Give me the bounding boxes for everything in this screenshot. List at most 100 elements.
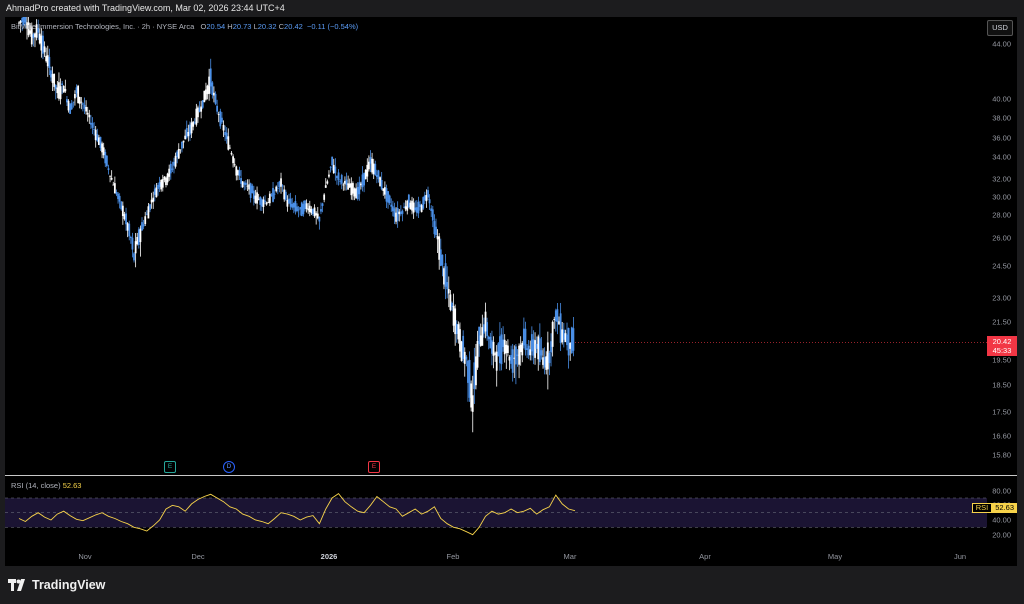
dividend-event-icon[interactable]: D: [223, 461, 235, 473]
candle-body: [422, 197, 425, 209]
candle-body: [409, 202, 412, 210]
candle-body: [115, 191, 118, 195]
candle-body: [185, 128, 188, 138]
candle-body: [158, 182, 161, 187]
last-price-value: 20.42: [992, 336, 1012, 346]
candle-body: [492, 341, 495, 356]
candle-body: [43, 46, 46, 53]
candle-body: [310, 208, 313, 214]
candle-body: [224, 132, 227, 136]
tradingview-logo[interactable]: TradingView: [8, 578, 105, 592]
candle-body: [141, 222, 143, 231]
candle-body: [272, 187, 274, 202]
candle-body: [281, 185, 284, 187]
candle-body: [289, 198, 292, 207]
candle-body: [502, 339, 505, 348]
candle-body: [561, 329, 564, 343]
candle-body: [157, 184, 159, 189]
candle-body: [558, 321, 560, 325]
candle-body: [86, 112, 89, 115]
earnings-event-icon[interactable]: E: [164, 461, 176, 473]
rsi-line: [18, 492, 576, 536]
candle-body: [166, 173, 169, 183]
candle-body: [553, 319, 556, 320]
candle-body: [291, 203, 294, 208]
candle-body: [228, 147, 231, 149]
candle-body: [334, 166, 337, 174]
candle-body: [292, 203, 295, 208]
rsi-label[interactable]: RSI (14, close): [11, 481, 61, 490]
candle-body: [286, 199, 289, 207]
rsi-axis-tick: 20.00: [992, 530, 1011, 540]
candle-body: [404, 206, 407, 210]
candle-body: [364, 169, 367, 180]
candle-body: [169, 163, 172, 174]
high-value: 20.73: [232, 22, 252, 31]
candle-body: [126, 223, 129, 231]
candle-body: [546, 342, 549, 370]
candle-body: [352, 183, 354, 194]
footer: TradingView: [0, 566, 1024, 604]
price-axis-tick: 44.00: [992, 39, 1011, 49]
candle-body: [508, 356, 511, 361]
candle-body: [85, 106, 88, 112]
candle-body: [246, 185, 249, 187]
candle-body: [208, 76, 211, 94]
price-chart-svg[interactable]: [5, 17, 1017, 566]
candle-body: [385, 188, 388, 202]
pane-divider[interactable]: [5, 475, 1017, 476]
price-axis-tick: 32.00: [992, 174, 1011, 184]
candle-body: [163, 176, 166, 180]
low-label: L: [253, 22, 258, 31]
candle-body: [61, 83, 64, 86]
rsi-legend: RSI (14, close) 52.63: [11, 481, 81, 490]
rsi-current-tag: RSI 52.63: [971, 503, 1017, 513]
candle-body: [329, 166, 332, 168]
candle-body: [513, 357, 516, 359]
candle-body: [331, 156, 334, 166]
candle-body: [506, 345, 509, 354]
candle-body: [278, 181, 281, 187]
change-value: −0.11 (−0.54%): [306, 22, 359, 31]
time-axis-tick: Nov: [78, 552, 92, 561]
candle-body: [495, 351, 498, 371]
candle-body: [361, 174, 364, 188]
candle-body: [355, 188, 358, 199]
candle-body: [316, 213, 319, 219]
candle-body: [470, 383, 473, 408]
candle-body: [265, 202, 268, 205]
candle-body: [256, 192, 258, 204]
candle-body: [431, 209, 434, 221]
candle-body: [219, 111, 222, 127]
candle-body: [411, 200, 413, 211]
candle-body: [467, 360, 469, 383]
currency-button[interactable]: USD: [987, 20, 1013, 36]
candle-body: [211, 82, 214, 96]
candle-body: [570, 327, 573, 353]
symbol-title[interactable]: BitMine Immersion Technologies, Inc. · 2…: [11, 22, 195, 31]
price-axis-tick: 30.00: [992, 192, 1011, 202]
candle-body: [414, 207, 417, 210]
candle-body: [203, 90, 206, 103]
candle-body: [113, 183, 116, 194]
time-axis-tick: Feb: [446, 552, 460, 561]
candle-body: [304, 200, 306, 210]
candle-body: [313, 207, 316, 217]
candle-body: [182, 140, 185, 143]
candle-body: [283, 189, 286, 200]
earnings-event-icon[interactable]: E: [368, 461, 380, 473]
candle-body: [559, 313, 562, 343]
candle-body: [336, 176, 338, 178]
candle-body: [420, 205, 423, 213]
candle-body: [129, 236, 132, 239]
candle-body: [401, 210, 404, 214]
candle-body: [276, 187, 279, 189]
candle-body: [516, 354, 519, 356]
chart-area[interactable]: BitMine Immersion Technologies, Inc. · 2…: [5, 17, 1017, 566]
candle-body: [142, 224, 145, 227]
candle-body: [500, 334, 503, 365]
candle-body: [104, 151, 107, 164]
candle-body: [187, 132, 190, 137]
price-axis-tick: 19.50: [992, 355, 1011, 365]
candle-body: [387, 191, 389, 203]
